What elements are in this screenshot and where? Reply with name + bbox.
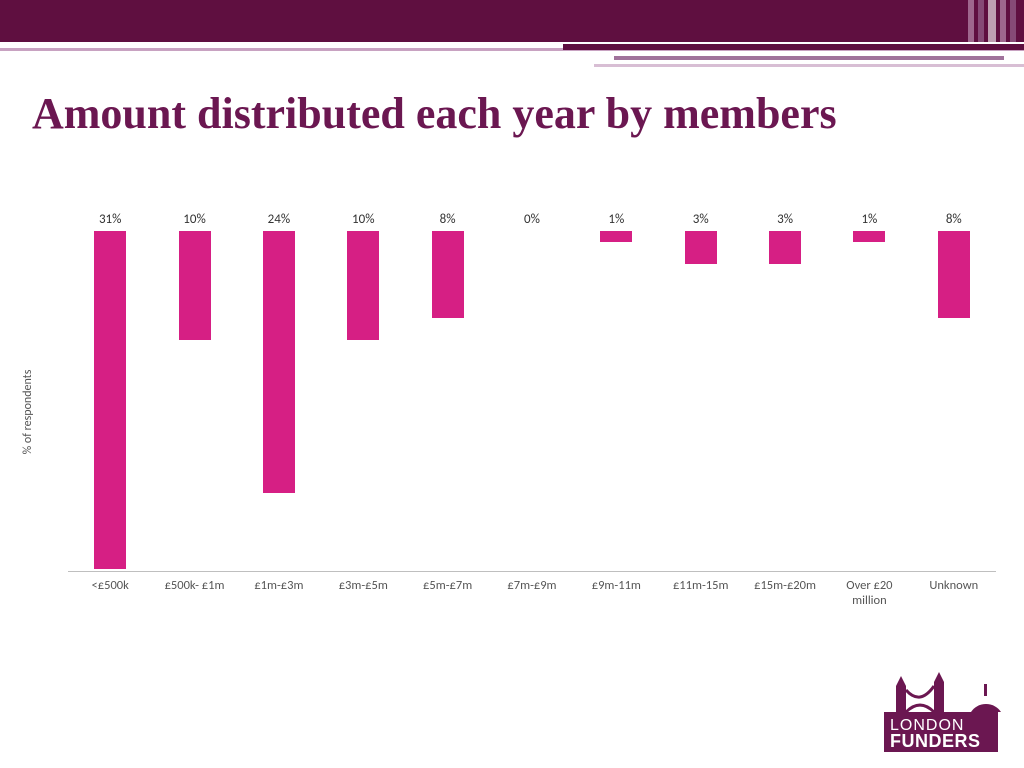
bar-column: 10% (321, 212, 405, 572)
bar (179, 231, 211, 340)
bar-column: 8% (405, 212, 489, 572)
bar-value-label: 10% (352, 212, 374, 227)
x-axis-label: £9m-11m (574, 572, 658, 612)
x-axis-label: £5m-£7m (405, 572, 489, 612)
x-axis-labels: <£500k£500k- £1m£1m-£3m£3m-£5m£5m-£7m£7m… (68, 572, 996, 612)
x-axis-label: £7m-£9m (490, 572, 574, 612)
x-axis-label: £3m-£5m (321, 572, 405, 612)
x-axis-label: Over £20 million (827, 572, 911, 612)
logo-text-bottom: FUNDERS (890, 731, 981, 751)
bar (769, 231, 801, 264)
bar-value-label: 0% (524, 212, 540, 227)
x-axis-label: £11m-15m (659, 572, 743, 612)
bar (432, 231, 464, 318)
bar-column: 24% (237, 212, 321, 572)
bar-value-label: 24% (268, 212, 290, 227)
bar-column: 31% (68, 212, 152, 572)
bar-value-label: 3% (777, 212, 793, 227)
bar (938, 231, 970, 318)
bar-value-label: 1% (861, 212, 877, 227)
bar (347, 231, 379, 340)
bar-column: 0% (490, 212, 574, 572)
bar (94, 231, 126, 569)
x-axis-label: Unknown (912, 572, 996, 612)
bar-column: 3% (743, 212, 827, 572)
bar-column: 1% (574, 212, 658, 572)
slide-title: Amount distributed each year by members (32, 90, 984, 138)
bar (263, 231, 295, 493)
x-axis-label: <£500k (68, 572, 152, 612)
x-axis-label: £15m-£20m (743, 572, 827, 612)
bar (853, 231, 885, 242)
header-band (0, 0, 1024, 42)
bar-value-label: 3% (693, 212, 709, 227)
bar-chart: % of respondents 31%10%24%10%8%0%1%3%3%1… (28, 212, 996, 612)
slide: Amount distributed each year by members … (0, 0, 1024, 768)
x-axis-label: £500k- £1m (152, 572, 236, 612)
london-funders-logo: LONDON FUNDERS (876, 662, 1006, 754)
bar (685, 231, 717, 264)
chart-plot-area: 31% 10% 24% 10% 8% 0% 1% 3% 3% 1% 8% (68, 212, 996, 572)
bar-column: 3% (659, 212, 743, 572)
bar-column: 8% (912, 212, 996, 572)
bar-value-label: 1% (608, 212, 624, 227)
bar-value-label: 8% (946, 212, 962, 227)
y-axis-label: % of respondents (21, 370, 35, 455)
bar-value-label: 8% (440, 212, 456, 227)
bar-value-label: 10% (183, 212, 205, 227)
x-axis-label: £1m-£3m (237, 572, 321, 612)
bar (600, 231, 632, 242)
bar-column: 1% (827, 212, 911, 572)
bar-column: 10% (152, 212, 236, 572)
header-accent-lines (0, 44, 1024, 72)
bar-value-label: 31% (99, 212, 121, 227)
